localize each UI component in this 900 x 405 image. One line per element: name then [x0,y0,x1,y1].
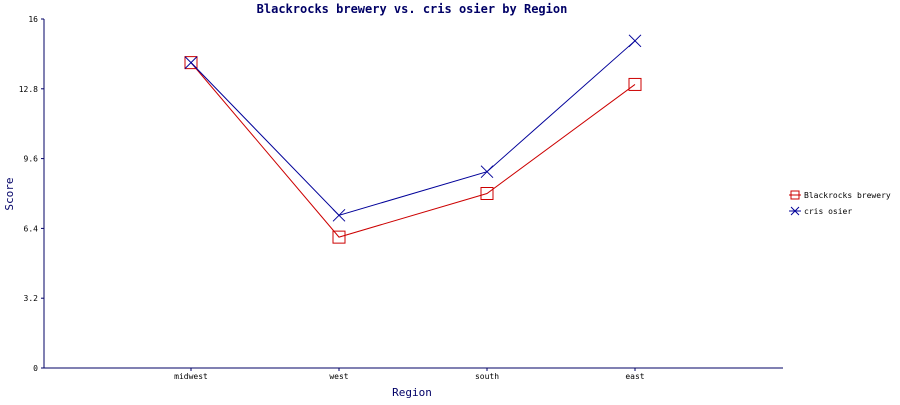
data-point-square [628,77,642,91]
series-line-1 [190,62,636,238]
y-tick-label: 0 [33,364,38,373]
x-tick-label: west [329,372,348,381]
data-point-square [184,56,198,70]
y-tick-label: 6.4 [24,224,39,233]
y-tick-label: 16 [28,15,38,24]
legend-label: cris osier [804,207,852,216]
data-point-x [184,56,198,69]
plot-area: 0 3.2 6.4 9.6 12.8 16 midwest west south east [19,15,783,381]
chart-title: Blackrocks brewery vs. cris osier by Reg… [257,2,568,16]
y-axis-label: Score [3,177,16,210]
data-point-x [480,165,494,179]
x-axis-label: Region [392,386,432,399]
legend-marker-square [790,190,800,200]
data-point-square [332,230,346,244]
legend: Blackrocks brewery cris osier [789,190,891,216]
y-tick-label: 3.2 [24,294,39,303]
y-tick-label: 9.6 [24,155,39,164]
legend-label: Blackrocks brewery [804,191,891,200]
series-line-2 [190,40,636,216]
legend-marker-x [790,206,800,216]
x-tick-label: east [625,372,644,381]
x-tick-label: midwest [174,372,208,381]
y-tick-label: 12.8 [19,85,38,94]
data-point-x [628,34,642,48]
x-tick-label: south [475,372,499,381]
data-point-x [332,208,346,222]
data-point-square [480,187,494,200]
